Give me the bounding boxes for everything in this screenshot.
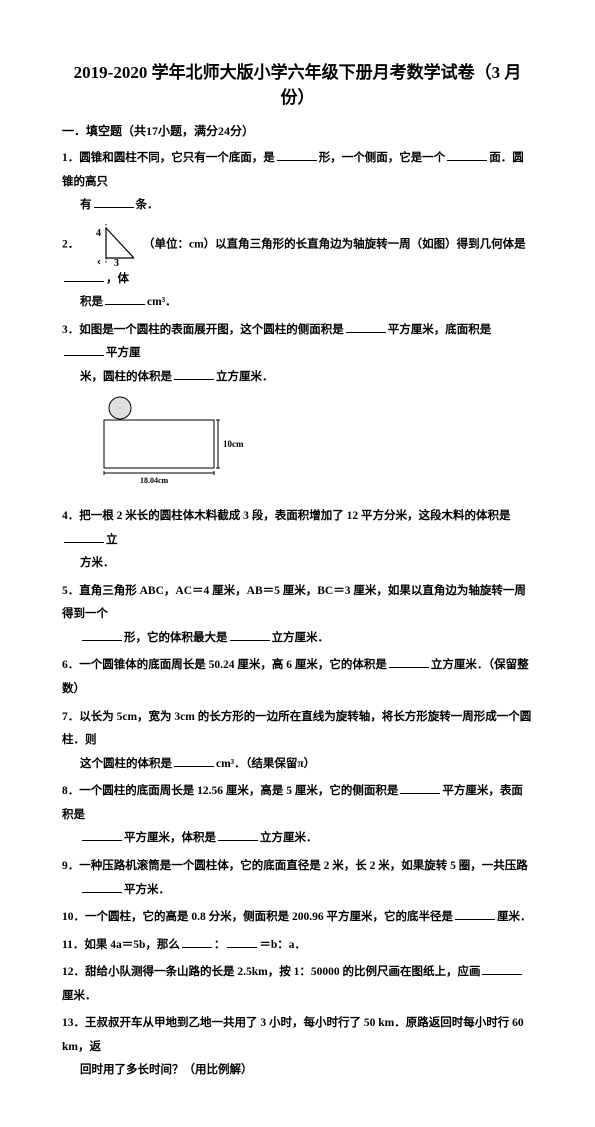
text: 平方厘米，底面积是 [388, 324, 492, 336]
question-13: 13．王叔叔开车从甲地到乙地一共用了 3 小时，每小时行了 50 km．原路返回… [62, 1012, 533, 1083]
question-9: 9．一种压路机滚筒是一个圆柱体，它的底面直径是 2 米，长 2 米，如果旋转 5… [62, 855, 533, 902]
text: 平方厘米，体积是 [124, 832, 216, 844]
question-11: 11．如果 4a＝5b，那么 ： ＝b：a． [62, 934, 533, 958]
text: cm³．（结果保留π） [216, 758, 315, 770]
text: 8．一个圆柱的底面周长是 12.56 厘米，高是 5 厘米，它的侧面积是 [62, 785, 398, 797]
label-height: 10cm [223, 439, 244, 449]
question-3: 3．如图是一个圆柱的表面展开图，这个圆柱的侧面积是 平方厘米，底面积是平方厘 米，… [62, 319, 533, 501]
text: 条． [136, 199, 159, 211]
blank [82, 828, 122, 841]
text: 厘米． [497, 911, 532, 923]
blank [82, 628, 122, 641]
text: 有 [80, 199, 92, 211]
text: cm³． [147, 296, 177, 308]
text: 形，一个侧面，它是一个 [319, 152, 446, 164]
blank [94, 195, 134, 208]
blank [389, 655, 429, 668]
text: 2． [62, 238, 79, 250]
text: 立 [106, 534, 118, 546]
text: 6．一个圆锥体的底面周长是 50.24 厘米，高 6 厘米，它的体积是 [62, 659, 387, 671]
text: 立方厘米． [260, 832, 318, 844]
cylinder-net-figure: 10cm 18.04cm [98, 396, 248, 486]
question-5: 5．直角三角形 ABC，AC＝4 厘米，AB＝5 厘米，BC＝3 厘米，如果以直… [62, 580, 533, 651]
question-4: 4．把一根 2 米长的圆柱体木料截成 3 段，表面积增加了 12 平方分米，这段… [62, 505, 533, 576]
text: 3．如图是一个圆柱的表面展开图，这个圆柱的侧面积是 [62, 324, 344, 336]
blank [277, 148, 317, 161]
text: （单位：cm）以直角三角形的长直角边为轴旋转一周（如图）得到几何体是 [143, 238, 526, 250]
text: 9．一种压路机滚筒是一个圆柱体，它的底面直径是 2 米，长 2 米，如果旋转 5… [62, 860, 528, 872]
question-10: 10．一个圆柱，它的高是 0.8 分米，侧面积是 200.96 平方厘米，它的底… [62, 906, 533, 930]
text: 积是 [80, 296, 103, 308]
label-v: 4 [96, 228, 101, 239]
blank [227, 935, 257, 948]
blank [64, 343, 104, 356]
blank [105, 292, 145, 305]
question-8: 8．一个圆柱的底面周长是 12.56 厘米，高是 5 厘米，它的侧面积是平方厘米… [62, 780, 533, 851]
text: 5．直角三角形 ABC，AC＝4 厘米，AB＝5 厘米，BC＝3 厘米，如果以直… [62, 585, 526, 621]
question-1: 1．圆锥和圆柱不同，它只有一个底面，是形，一个侧面，它是一个面．圆锥的高只 有条… [62, 147, 533, 218]
blank [174, 367, 214, 380]
question-7: 7．以长为 5cm，宽为 3cm 的长方形的一边所在直线为旋转轴，将长方形旋转一… [62, 706, 533, 777]
blank [82, 880, 122, 893]
text: 平方米． [124, 884, 170, 896]
blank [230, 628, 270, 641]
blank [64, 530, 104, 543]
text: 方米． [80, 557, 115, 569]
question-6: 6．一个圆锥体的底面周长是 50.24 厘米，高 6 厘米，它的体积是立方厘米．… [62, 654, 533, 701]
blank [447, 148, 487, 161]
label-width: 18.04cm [140, 476, 169, 485]
text: ＝b：a． [259, 939, 306, 951]
section-heading: 一．填空题（共17小题，满分24分） [62, 122, 533, 139]
text: 立方厘米． [272, 632, 330, 644]
blank [64, 269, 104, 282]
blank [400, 781, 440, 794]
blank [482, 962, 522, 975]
text: 这个圆柱的体积是 [80, 758, 172, 770]
triangle-figure: 4 3 [92, 224, 140, 266]
text: 立方厘米． [216, 371, 274, 383]
page-title: 2019-2020 学年北师大版小学六年级下册月考数学试卷（3 月份） [62, 58, 533, 108]
text: 10．一个圆柱，它的高是 0.8 分米，侧面积是 200.96 平方厘米，它的底… [62, 911, 453, 923]
blank [218, 828, 258, 841]
text: 11．如果 4a＝5b，那么 [62, 939, 180, 951]
text: 1．圆锥和圆柱不同，它只有一个底面，是 [62, 152, 275, 164]
text: 13．王叔叔开车从甲地到乙地一共用了 3 小时，每小时行了 50 km．原路返回… [62, 1017, 524, 1053]
text: 4．把一根 2 米长的圆柱体木料截成 3 段，表面积增加了 12 平方分米，这段… [62, 510, 511, 522]
label-h: 3 [114, 258, 119, 266]
text: ，体 [106, 273, 129, 285]
blank [182, 935, 212, 948]
text: 形，它的体积最大是 [124, 632, 228, 644]
text: 平方厘 [106, 347, 141, 359]
text: 12．甜给小队测得一条山路的长是 2.5km，按 1：50000 的比例尺画在图… [62, 966, 480, 978]
blank [455, 907, 495, 920]
text: 7．以长为 5cm，宽为 3cm 的长方形的一边所在直线为旋转轴，将长方形旋转一… [62, 711, 531, 747]
text: ： [214, 939, 226, 951]
blank [346, 320, 386, 333]
text: 厘米． [62, 990, 97, 1002]
question-12: 12．甜给小队测得一条山路的长是 2.5km，按 1：50000 的比例尺画在图… [62, 961, 533, 1008]
question-2: 2． 4 3 （单位：cm）以直角三角形的长直角边为轴旋转一周（如图）得到几何体… [62, 222, 533, 315]
text: 回时用了多长时间？（用比例解） [80, 1064, 253, 1076]
text: 米，圆柱的体积是 [80, 371, 172, 383]
blank [174, 754, 214, 767]
